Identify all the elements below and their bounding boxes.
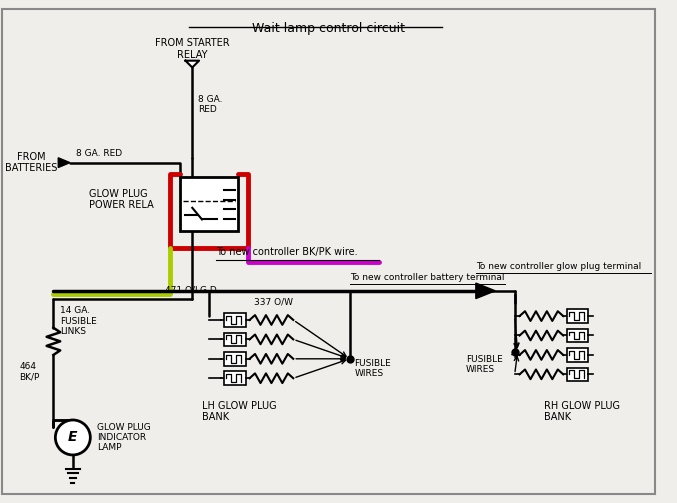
Text: FUSIBLE
WIRES: FUSIBLE WIRES [466, 355, 503, 374]
Text: GLOW PLUG
INDICATOR
LAMP: GLOW PLUG INDICATOR LAMP [97, 423, 151, 452]
Bar [567, 368, 588, 381]
Text: To new controller glow plug terminal: To new controller glow plug terminal [476, 263, 641, 272]
Text: 14 GA.
FUSIBLE
LINKS: 14 GA. FUSIBLE LINKS [60, 306, 97, 336]
Text: RH GLOW PLUG
BANK: RH GLOW PLUG BANK [544, 400, 620, 422]
Text: To new controller battery terminal: To new controller battery terminal [349, 273, 504, 282]
Text: FROM STARTER
RELAY: FROM STARTER RELAY [155, 38, 230, 60]
Text: FROM
BATTERIES: FROM BATTERIES [5, 152, 58, 174]
Text: Wait lamp control circuit: Wait lamp control circuit [252, 22, 405, 35]
Text: 337 O/W: 337 O/W [255, 297, 293, 306]
Text: 464
BK/P: 464 BK/P [20, 362, 40, 381]
Polygon shape [185, 61, 199, 67]
Bar [224, 332, 246, 346]
Bar [567, 309, 588, 323]
Text: To new controller BK/PK wire.: To new controller BK/PK wire. [215, 247, 357, 257]
Polygon shape [58, 158, 70, 167]
Circle shape [56, 420, 90, 455]
Bar [567, 348, 588, 362]
Bar [179, 177, 238, 230]
Text: LH GLOW PLUG
BANK: LH GLOW PLUG BANK [202, 400, 277, 422]
Bar [224, 352, 246, 366]
Polygon shape [476, 283, 496, 299]
Text: 471 O/LG D: 471 O/LG D [165, 286, 217, 295]
Text: FUSIBLE
WIRES: FUSIBLE WIRES [355, 359, 391, 378]
Text: E: E [68, 431, 78, 445]
Text: 8 GA.
RED: 8 GA. RED [198, 95, 223, 114]
Text: 8 GA. RED: 8 GA. RED [76, 149, 122, 158]
Bar [567, 328, 588, 343]
Text: GLOW PLUG
POWER RELA: GLOW PLUG POWER RELA [89, 189, 154, 210]
Bar [224, 313, 246, 327]
Bar [224, 371, 246, 385]
